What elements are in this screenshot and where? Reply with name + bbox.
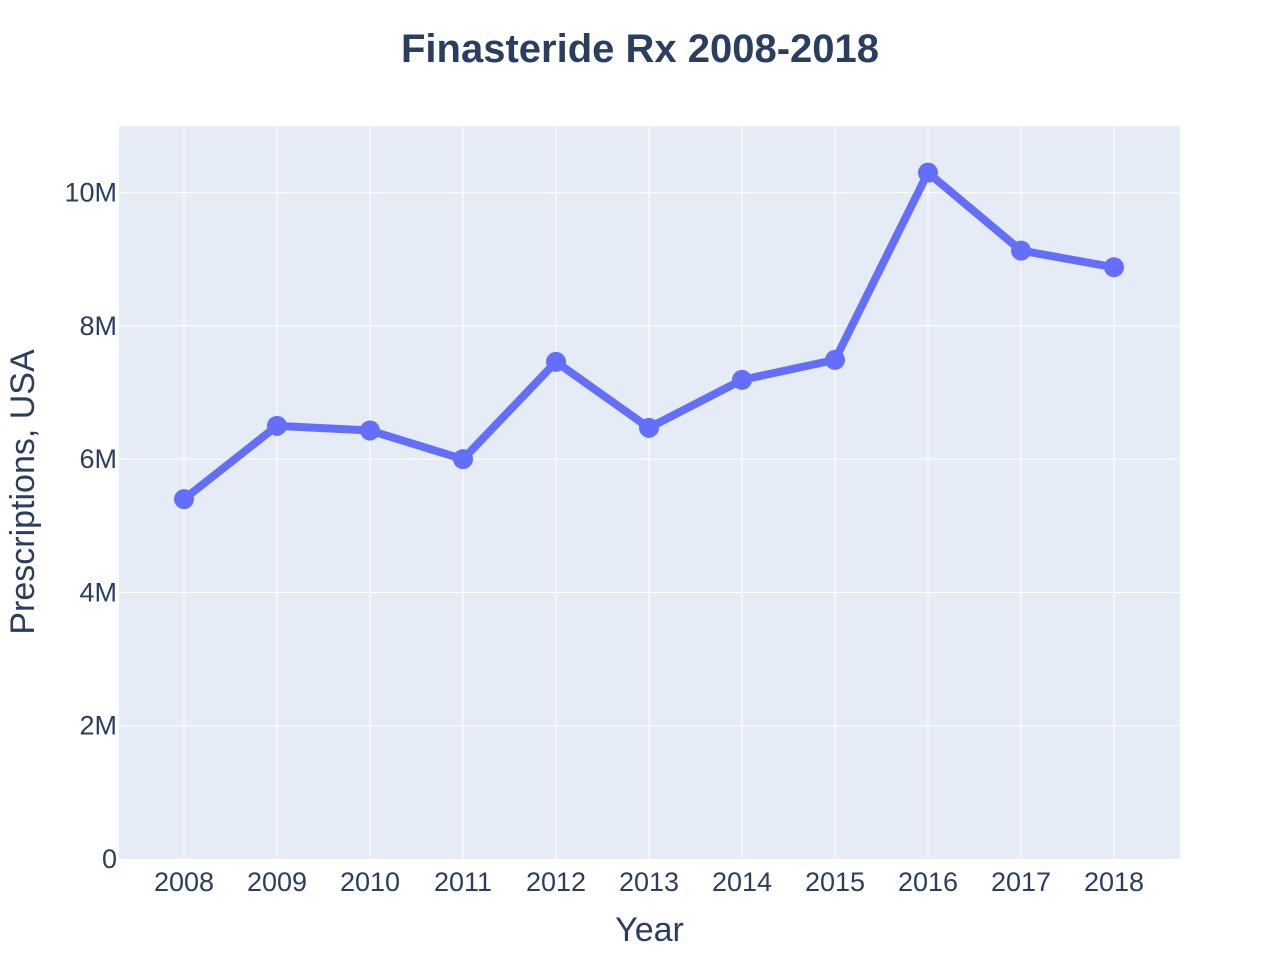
y-tick-label: 0	[102, 844, 117, 874]
chart-title: Finasteride Rx 2008-2018	[401, 27, 879, 71]
y-axis-title: Prescriptions, USA	[4, 349, 42, 635]
x-tick-label: 2018	[1084, 867, 1144, 897]
x-tick-label: 2008	[154, 867, 214, 897]
data-point-2017[interactable]	[1011, 240, 1031, 261]
x-tick-label: 2014	[712, 867, 772, 897]
data-point-2011[interactable]	[453, 449, 473, 470]
series-group	[174, 162, 1124, 510]
x-tick-label: 2010	[340, 867, 400, 897]
y-tick-label: 2M	[79, 711, 117, 741]
x-tick-label: 2009	[247, 867, 307, 897]
x-tick-label: 2013	[619, 867, 679, 897]
data-point-2010[interactable]	[360, 420, 380, 441]
x-axis-title: Year	[615, 911, 684, 949]
x-tick-label: 2012	[526, 867, 586, 897]
x-gridlines	[183, 126, 1115, 859]
x-tick-label: 2016	[898, 867, 958, 897]
y-tick-label: 6M	[79, 444, 117, 474]
data-point-2016[interactable]	[918, 162, 938, 183]
data-point-2013[interactable]	[639, 417, 659, 438]
y-tick-label: 8M	[79, 311, 117, 341]
x-tick-label: 2017	[991, 867, 1051, 897]
data-point-2018[interactable]	[1104, 257, 1124, 278]
data-point-2009[interactable]	[267, 415, 287, 436]
data-point-2012[interactable]	[546, 351, 566, 372]
x-tick-label: 2011	[434, 867, 492, 897]
y-tick-label: 4M	[79, 577, 117, 607]
x-tick-label: 2015	[805, 867, 865, 897]
data-point-2014[interactable]	[732, 369, 752, 390]
y-axis-ticks: 0 2M 4M 6M 8M 10M	[64, 178, 117, 874]
x-axis-ticks: 2008 2009 2010 2011 2012 2013 2014 2015 2016 2017…	[154, 867, 1144, 897]
y-tick-label: 10M	[64, 178, 117, 208]
data-point-2015[interactable]	[825, 349, 845, 370]
data-point-2008[interactable]	[174, 489, 194, 510]
